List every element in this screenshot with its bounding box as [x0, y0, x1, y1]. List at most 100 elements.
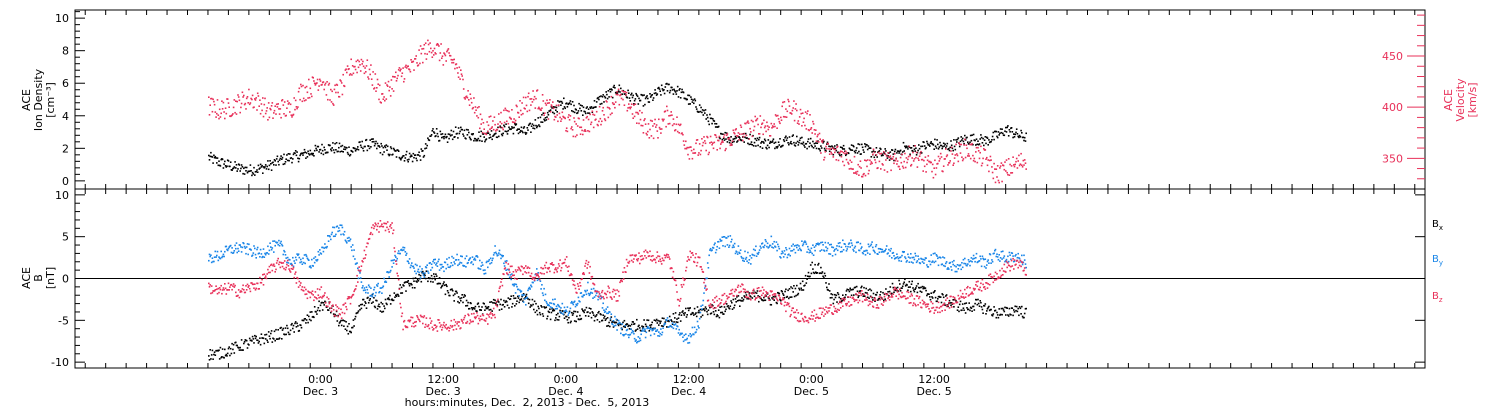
data-point: [586, 106, 588, 108]
data-point: [313, 299, 315, 302]
data-point: [995, 316, 998, 319]
data-point: [866, 292, 868, 294]
data-point: [639, 337, 641, 340]
data-point: [626, 96, 629, 99]
data-point: [807, 248, 810, 251]
data-point: [469, 257, 472, 259]
data-point: [723, 136, 725, 138]
data-point: [689, 307, 691, 309]
data-point: [962, 140, 965, 143]
data-point: [952, 299, 954, 301]
data-point: [419, 274, 422, 277]
data-point: [218, 291, 220, 294]
data-point: [915, 156, 917, 159]
data-point: [245, 289, 248, 291]
data-point: [470, 138, 472, 141]
data-point: [897, 290, 900, 292]
data-point: [469, 137, 472, 140]
data-point: [232, 251, 235, 254]
data-point: [254, 289, 257, 291]
data-point: [635, 339, 637, 341]
data-point: [1025, 307, 1027, 310]
data-point: [228, 346, 230, 348]
data-point: [251, 94, 254, 97]
data-point: [918, 147, 921, 150]
data-point: [273, 159, 276, 161]
data-point: [566, 130, 569, 133]
data-point: [343, 303, 345, 306]
data-point: [229, 286, 231, 288]
data-point: [596, 123, 599, 126]
data-point: [709, 247, 712, 250]
data-point: [595, 106, 597, 108]
data-point: [511, 109, 513, 111]
data-point: [983, 305, 986, 307]
data-point: [275, 328, 277, 331]
data-point: [408, 68, 411, 71]
data-point: [761, 147, 764, 149]
data-point: [663, 324, 665, 327]
data-point: [858, 150, 860, 153]
data-point: [755, 292, 758, 294]
data-point: [972, 254, 975, 257]
data-point: [866, 165, 868, 168]
data-point: [570, 103, 572, 106]
data-point: [828, 148, 830, 150]
data-point: [966, 307, 968, 309]
data-point: [672, 313, 675, 315]
data-point: [867, 289, 870, 291]
data-point: [517, 112, 520, 114]
data-point: [637, 113, 640, 115]
data-point: [268, 164, 271, 167]
data-point: [995, 130, 998, 133]
data-point: [308, 259, 310, 261]
data-point: [590, 107, 592, 110]
data-point: [860, 153, 862, 155]
y-tick-label-p0: 8: [62, 45, 69, 58]
data-point: [430, 274, 433, 277]
data-point: [427, 280, 429, 283]
data-point: [927, 266, 930, 268]
data-point: [730, 241, 732, 243]
data-point: [647, 97, 649, 100]
data-point: [393, 247, 396, 249]
data-point: [998, 134, 1000, 136]
data-point: [679, 124, 681, 127]
data-point: [649, 96, 652, 98]
data-point: [411, 155, 413, 157]
data-point: [646, 327, 648, 330]
data-point: [686, 146, 688, 149]
data-point: [756, 290, 759, 292]
data-point: [377, 282, 379, 285]
data-point: [451, 59, 454, 61]
data-point: [809, 114, 811, 116]
data-point: [245, 339, 248, 342]
data-point: [648, 101, 651, 103]
data-point: [876, 291, 878, 294]
data-point: [809, 264, 812, 266]
data-point: [427, 43, 430, 46]
data-point: [677, 317, 680, 319]
data-point: [558, 112, 561, 115]
data-point: [881, 163, 884, 165]
data-point: [317, 250, 320, 253]
data-point: [378, 303, 380, 306]
data-point: [809, 137, 812, 140]
data-point: [552, 308, 555, 311]
data-point: [368, 237, 371, 240]
data-point: [332, 226, 334, 229]
data-point: [866, 144, 868, 146]
data-point: [984, 258, 987, 260]
data-point: [373, 227, 375, 230]
data-point: [473, 308, 476, 310]
data-point: [946, 142, 949, 145]
data-point: [869, 244, 872, 247]
data-point: [968, 155, 970, 157]
data-point: [452, 294, 455, 297]
data-point: [902, 283, 905, 285]
data-point: [828, 253, 830, 255]
data-point: [437, 260, 439, 263]
data-point: [454, 136, 456, 138]
data-point: [533, 95, 536, 98]
data-point: [262, 97, 264, 99]
